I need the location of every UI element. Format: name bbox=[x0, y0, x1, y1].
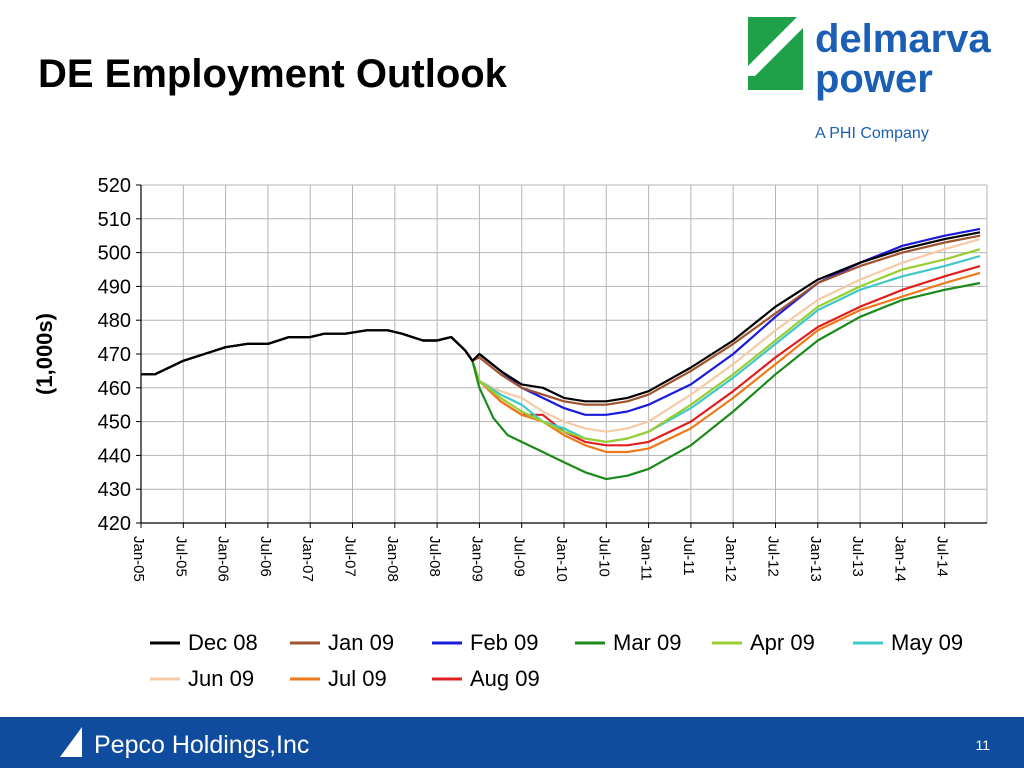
x-tick-label: Jan-11 bbox=[638, 536, 655, 581]
x-tick-label: Jan-14 bbox=[891, 536, 908, 582]
y-tick-label: 470 bbox=[98, 344, 131, 366]
y-tick-label: 420 bbox=[98, 513, 131, 535]
y-tick-label: 510 bbox=[98, 209, 131, 231]
x-tick-label: Jan-10 bbox=[553, 536, 570, 582]
y-tick-label: 480 bbox=[98, 310, 131, 332]
x-tick-label: Jul-09 bbox=[511, 536, 528, 577]
y-tick-label: 460 bbox=[98, 378, 131, 400]
legend-label: Dec 08 bbox=[188, 630, 258, 655]
series-line-dec-08 bbox=[141, 231, 981, 403]
x-tick-label: Jul-14 bbox=[934, 536, 951, 577]
x-tick-label: Jan-13 bbox=[807, 536, 824, 582]
x-tick-label: Jan-06 bbox=[215, 536, 232, 582]
legend-label: Jul 09 bbox=[328, 666, 387, 691]
footer-bar: Pepco Holdings,Inc 11 bbox=[0, 717, 1024, 768]
x-tick-label: Jan-07 bbox=[299, 536, 316, 582]
y-axis-label: (1,000s) bbox=[32, 313, 57, 395]
x-tick-label: Jul-13 bbox=[849, 536, 866, 577]
logo-line1: delmarva bbox=[815, 17, 991, 61]
delmarva-power-logo: delmarva power A PHI Company bbox=[748, 17, 991, 142]
x-tick-label: Jan-08 bbox=[384, 536, 401, 582]
page-number: 11 bbox=[975, 737, 990, 753]
legend-label: Mar 09 bbox=[613, 630, 681, 655]
x-tick-label: Jul-07 bbox=[342, 536, 359, 577]
legend-label: Aug 09 bbox=[470, 666, 540, 691]
employment-chart: Jan-05 Jul-05 Jan-06 Jul-06 Jan-07 Jul-07 Jan-… bbox=[32, 175, 988, 691]
page-title: DE Employment Outlook bbox=[38, 52, 507, 96]
legend-label: Feb 09 bbox=[470, 630, 539, 655]
legend-label: May 09 bbox=[891, 630, 963, 655]
logo-tagline: A PHI Company bbox=[815, 125, 929, 142]
y-tick-label: 440 bbox=[98, 445, 131, 467]
y-tick-label: 450 bbox=[98, 412, 131, 434]
x-tick-label: Jul-12 bbox=[765, 536, 782, 577]
x-tick-label: Jan-12 bbox=[722, 536, 739, 582]
x-tick-label: Jul-10 bbox=[595, 536, 612, 577]
pepco-mark-icon bbox=[60, 727, 82, 757]
legend-label: Apr 09 bbox=[750, 630, 815, 655]
y-tick-label: 490 bbox=[98, 276, 131, 298]
x-tick-label: Jan-09 bbox=[468, 536, 485, 582]
x-tick-label: Jul-05 bbox=[172, 536, 189, 577]
pepco-holdings-logo: Pepco Holdings,Inc bbox=[60, 727, 309, 759]
y-tick-label: 500 bbox=[98, 243, 131, 265]
footer-company: Pepco Holdings,Inc bbox=[94, 731, 309, 759]
logo-mark-icon bbox=[748, 17, 803, 90]
x-tick-label: Jul-08 bbox=[426, 536, 443, 577]
legend-label: Jun 09 bbox=[188, 666, 254, 691]
y-tick-label: 430 bbox=[98, 479, 131, 501]
x-tick-label: Jan-05 bbox=[130, 536, 147, 582]
x-tick-label: Jul-06 bbox=[257, 536, 274, 577]
y-tick-label: 520 bbox=[98, 175, 131, 197]
logo-line2: power bbox=[815, 57, 933, 101]
legend-label: Jan 09 bbox=[328, 630, 394, 655]
x-tick-label: Jul-11 bbox=[680, 536, 697, 576]
